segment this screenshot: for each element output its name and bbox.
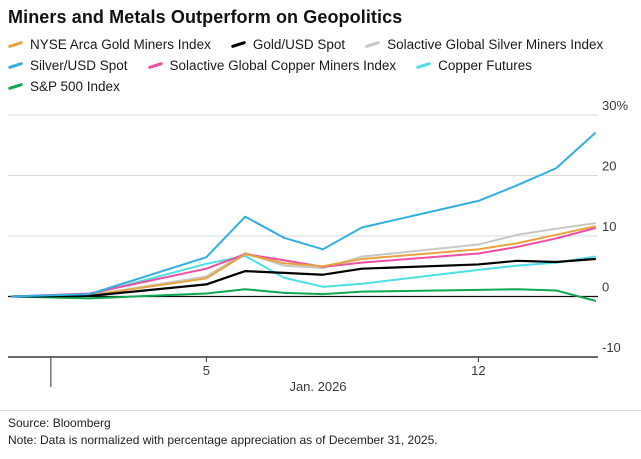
x-tick-label: 5	[203, 363, 210, 378]
y-tick-label: 30%	[602, 98, 628, 113]
legend-marker-icon	[416, 61, 432, 70]
legend-marker-icon	[7, 61, 24, 70]
chart-footer: Source: Bloomberg Note: Data is normaliz…	[0, 410, 641, 449]
y-tick-label: 10	[602, 219, 616, 234]
source-text: Source: Bloomberg	[8, 416, 111, 430]
legend-label: Gold/USD Spot	[252, 37, 346, 52]
legend-marker-icon	[365, 40, 381, 49]
legend-marker-icon	[7, 40, 24, 49]
x-tick-label: 12	[471, 363, 485, 378]
legend-item-gold-usd-spot: Gold/USD Spot	[230, 35, 346, 54]
legend-label: Solactive Global Silver Miners Index	[387, 37, 604, 52]
legend-label: Solactive Global Copper Miners Index	[169, 58, 397, 73]
legend-marker-icon	[230, 40, 246, 49]
y-tick-label: 0	[602, 280, 609, 295]
chart-plot: 30% 20 10 0 -10 5 12 Jan. 2026	[8, 98, 628, 394]
legend-item-solactive-global-silver-miners-index: Solactive Global Silver Miners Index	[365, 35, 603, 54]
series-line-gold-usd-spot	[10, 257, 597, 298]
y-tick-label: 20	[602, 159, 616, 174]
legend-label: NYSE Arca Gold Miners Index	[30, 37, 211, 52]
chart-title: Miners and Metals Outperform on Geopolit…	[8, 7, 403, 27]
legend-label: Silver/USD Spot	[30, 58, 128, 73]
series-line-silver-usd-spot	[11, 132, 596, 298]
y-tick-label: -10	[602, 340, 621, 355]
note-text: Note: Data is normalized with percentage…	[8, 433, 438, 447]
x-axis-month-label: Jan. 2026	[289, 379, 346, 394]
legend-item-nyse-arca-gold-miners-index: NYSE Arca Gold Miners Index	[7, 35, 211, 54]
legend-item-copper-futures: Copper Futures	[416, 56, 532, 75]
series-line-s-p-500-index	[11, 288, 596, 302]
legend-item-s-p-500-index: S&P 500 Index	[7, 77, 120, 96]
series-line-solactive-global-silver-miners-index	[11, 222, 596, 298]
legend-item-solactive-global-copper-miners-index: Solactive Global Copper Miners Index	[147, 56, 397, 75]
legend-label: S&P 500 Index	[30, 79, 120, 94]
legend-label: Copper Futures	[438, 58, 532, 73]
legend-marker-icon	[147, 61, 163, 70]
series-line-nyse-arca-gold-miners-index	[11, 225, 596, 298]
series-line-copper-futures	[11, 254, 596, 298]
legend-item-silver-usd-spot: Silver/USD Spot	[7, 56, 128, 75]
chart-legend: NYSE Arca Gold Miners Index Gold/USD Spot…	[7, 35, 633, 96]
legend-marker-icon	[7, 82, 24, 91]
